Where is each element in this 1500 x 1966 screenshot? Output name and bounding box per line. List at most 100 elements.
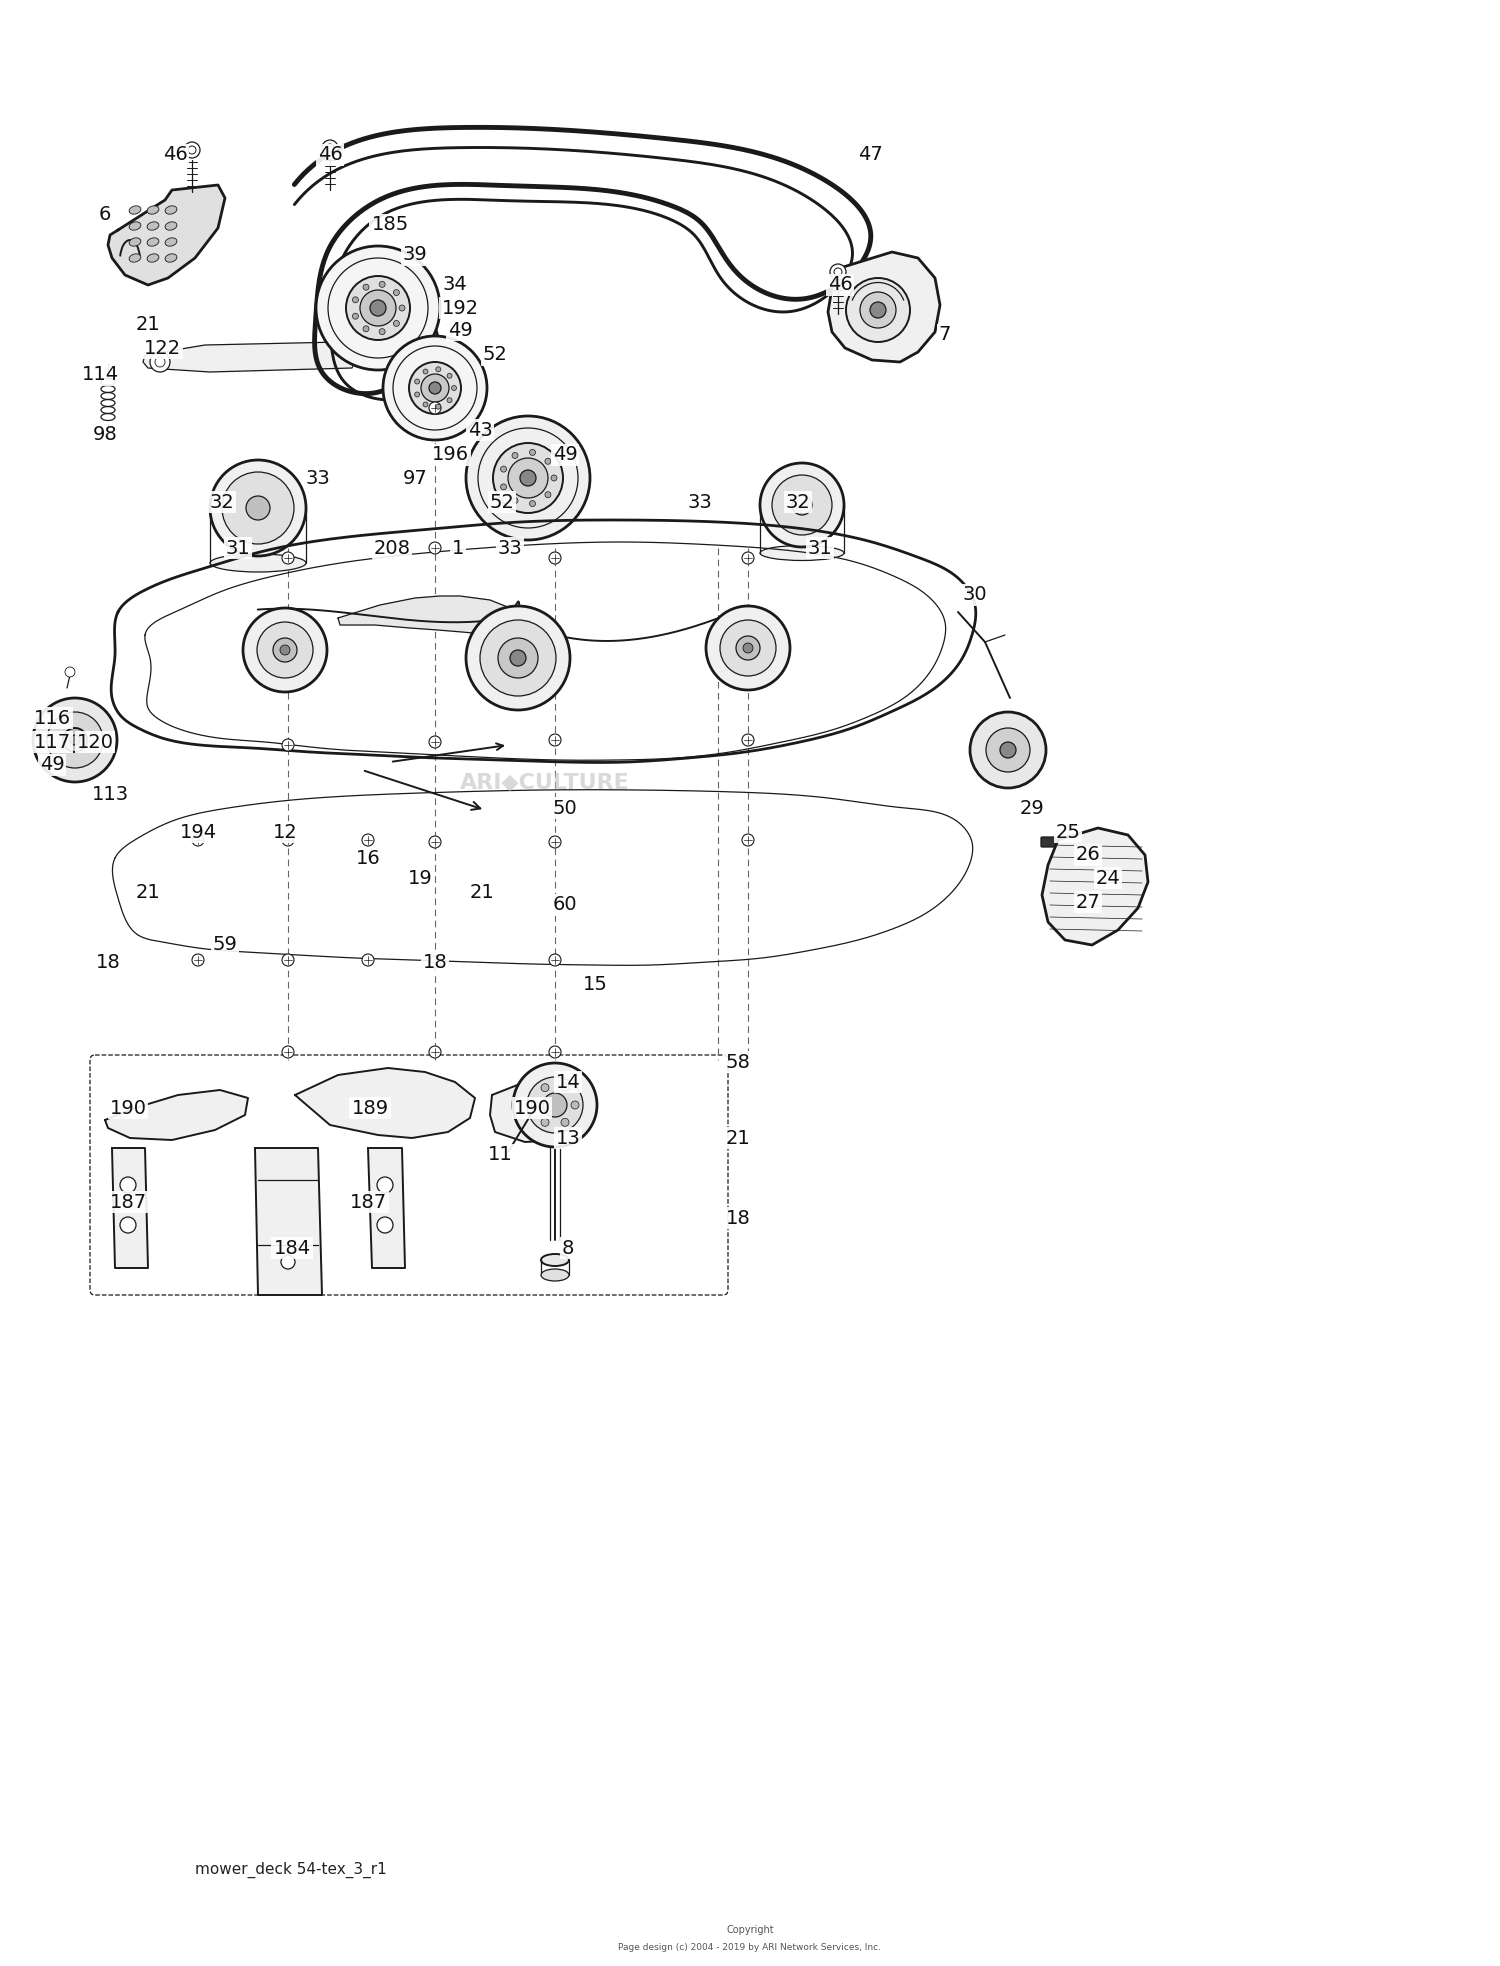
Text: 196: 196 [432, 446, 468, 464]
Circle shape [512, 452, 518, 458]
Circle shape [429, 735, 441, 747]
Text: 97: 97 [402, 468, 427, 488]
Polygon shape [1042, 828, 1148, 946]
Circle shape [410, 362, 460, 415]
Circle shape [120, 1178, 136, 1193]
Circle shape [736, 635, 760, 661]
Text: 13: 13 [555, 1128, 580, 1148]
Circle shape [346, 275, 410, 340]
Text: 1: 1 [452, 539, 464, 558]
Ellipse shape [542, 1268, 568, 1282]
Text: 50: 50 [552, 798, 578, 818]
Circle shape [498, 639, 538, 678]
Circle shape [447, 397, 452, 403]
Text: 34: 34 [442, 275, 468, 295]
Circle shape [423, 401, 427, 407]
Circle shape [429, 955, 441, 967]
Circle shape [376, 1217, 393, 1233]
Text: 33: 33 [306, 468, 330, 488]
Text: 26: 26 [1076, 845, 1101, 865]
Text: 187: 187 [350, 1193, 387, 1211]
Text: 25: 25 [1056, 822, 1080, 841]
Polygon shape [105, 1089, 248, 1140]
Circle shape [188, 145, 196, 153]
Text: 30: 30 [963, 586, 987, 604]
Circle shape [530, 501, 536, 507]
Circle shape [150, 352, 170, 372]
Circle shape [360, 291, 396, 326]
Text: 32: 32 [210, 493, 234, 511]
Circle shape [510, 651, 526, 666]
Circle shape [120, 1217, 136, 1233]
Circle shape [192, 954, 204, 965]
Text: 14: 14 [555, 1073, 580, 1091]
Text: 49: 49 [39, 755, 64, 775]
Text: 43: 43 [468, 421, 492, 440]
Circle shape [316, 246, 440, 370]
Circle shape [222, 472, 294, 545]
Circle shape [513, 1064, 597, 1146]
Ellipse shape [129, 206, 141, 214]
Text: 19: 19 [408, 869, 432, 887]
Circle shape [447, 374, 452, 377]
Circle shape [376, 1178, 393, 1193]
Circle shape [436, 368, 441, 372]
Circle shape [380, 281, 386, 287]
Circle shape [363, 285, 369, 291]
Circle shape [720, 619, 776, 676]
Text: 122: 122 [144, 338, 180, 358]
Ellipse shape [129, 238, 141, 246]
Text: Copyright: Copyright [726, 1925, 774, 1935]
Polygon shape [255, 1148, 322, 1296]
Circle shape [452, 385, 456, 391]
Circle shape [436, 405, 441, 409]
Ellipse shape [165, 206, 177, 214]
Circle shape [792, 495, 812, 515]
Text: 60: 60 [552, 895, 578, 914]
Circle shape [282, 552, 294, 564]
Polygon shape [828, 252, 940, 362]
Circle shape [33, 698, 117, 782]
Polygon shape [108, 185, 225, 285]
Ellipse shape [165, 254, 177, 261]
Text: 114: 114 [81, 366, 118, 385]
Text: 46: 46 [162, 145, 188, 165]
Text: ARI◆CULTURE: ARI◆CULTURE [460, 773, 630, 792]
Text: 18: 18 [96, 952, 120, 971]
Circle shape [742, 552, 754, 564]
Text: 120: 120 [76, 733, 114, 751]
Text: 189: 189 [351, 1099, 388, 1117]
Circle shape [544, 492, 550, 497]
Circle shape [480, 619, 556, 696]
Circle shape [501, 484, 507, 490]
Circle shape [542, 1119, 549, 1127]
Text: 31: 31 [225, 539, 251, 558]
Circle shape [210, 460, 306, 556]
Circle shape [256, 621, 313, 678]
Circle shape [742, 733, 754, 745]
Text: 47: 47 [858, 145, 882, 165]
Text: 12: 12 [273, 822, 297, 841]
Text: 11: 11 [488, 1146, 513, 1164]
Text: 184: 184 [273, 1239, 310, 1258]
Text: 39: 39 [402, 246, 427, 265]
Text: 46: 46 [828, 275, 852, 295]
Circle shape [326, 144, 334, 151]
Circle shape [154, 358, 165, 368]
Ellipse shape [147, 238, 159, 246]
Circle shape [834, 267, 842, 275]
Circle shape [282, 954, 294, 965]
Ellipse shape [147, 222, 159, 230]
Circle shape [352, 313, 358, 318]
Circle shape [282, 1046, 294, 1058]
Text: 33: 33 [687, 493, 712, 511]
Circle shape [520, 470, 536, 486]
Circle shape [742, 643, 753, 653]
Circle shape [549, 1046, 561, 1058]
Circle shape [466, 417, 590, 541]
Circle shape [414, 391, 420, 397]
Circle shape [870, 303, 886, 318]
Circle shape [531, 1101, 538, 1109]
Ellipse shape [542, 1254, 568, 1266]
Circle shape [572, 1101, 579, 1109]
